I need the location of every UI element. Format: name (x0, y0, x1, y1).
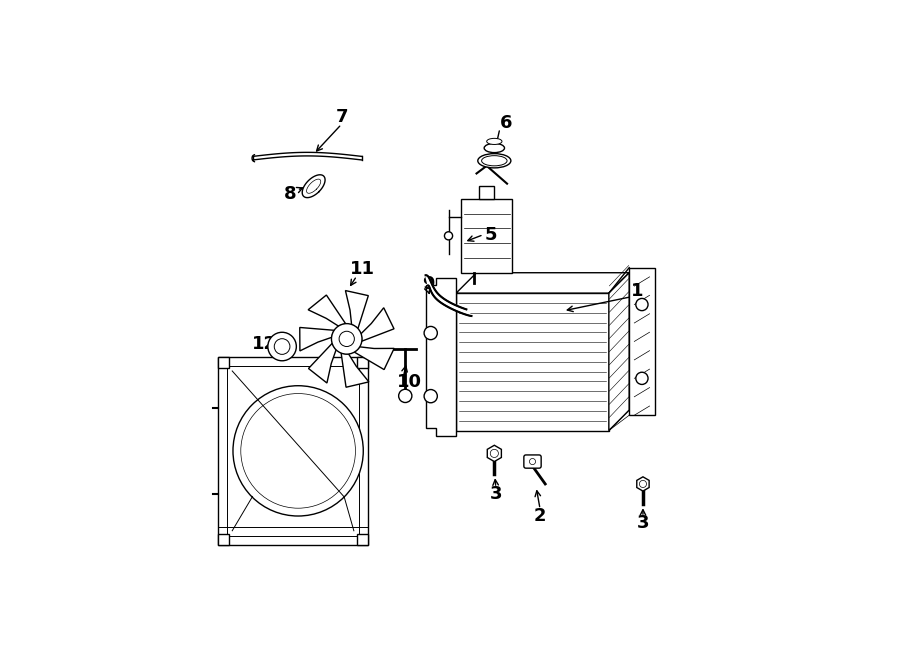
Bar (462, 199, 512, 273)
Bar (479, 186, 494, 199)
Circle shape (274, 338, 290, 354)
FancyBboxPatch shape (524, 455, 541, 468)
Text: 9: 9 (422, 276, 435, 293)
Polygon shape (426, 278, 456, 436)
Text: 7: 7 (336, 108, 348, 126)
Bar (218, 357, 368, 545)
Polygon shape (355, 347, 394, 369)
Polygon shape (361, 308, 394, 341)
Circle shape (445, 232, 453, 240)
Polygon shape (456, 273, 629, 293)
Circle shape (331, 324, 362, 354)
Circle shape (399, 389, 412, 403)
Circle shape (424, 327, 437, 340)
Circle shape (529, 459, 535, 465)
Text: 3: 3 (636, 514, 649, 532)
Circle shape (635, 372, 648, 385)
Bar (227, 366, 359, 536)
Circle shape (639, 481, 646, 488)
Polygon shape (346, 291, 368, 329)
Polygon shape (302, 175, 325, 198)
Polygon shape (308, 295, 346, 326)
Bar (357, 534, 368, 545)
Text: 1: 1 (631, 282, 644, 299)
Circle shape (635, 298, 648, 311)
Polygon shape (309, 344, 336, 383)
Text: 8: 8 (284, 185, 296, 203)
Bar (357, 357, 368, 368)
Text: 3: 3 (490, 485, 502, 503)
Text: 6: 6 (500, 114, 512, 132)
Text: 10: 10 (397, 373, 422, 391)
Polygon shape (426, 275, 472, 316)
Text: 2: 2 (534, 506, 546, 525)
Ellipse shape (484, 143, 505, 153)
Text: 12: 12 (252, 335, 277, 353)
Circle shape (233, 386, 364, 516)
Circle shape (491, 449, 499, 457)
Ellipse shape (478, 153, 511, 168)
Polygon shape (637, 477, 649, 491)
Circle shape (339, 331, 355, 346)
Circle shape (268, 332, 296, 361)
Bar (456, 293, 609, 430)
Ellipse shape (487, 138, 502, 145)
Polygon shape (300, 327, 334, 351)
Polygon shape (629, 268, 654, 415)
Polygon shape (341, 353, 369, 387)
Text: 4: 4 (310, 485, 322, 503)
Text: 5: 5 (484, 225, 497, 243)
Polygon shape (487, 446, 501, 461)
Bar (218, 357, 230, 368)
Bar (218, 534, 230, 545)
Circle shape (424, 389, 437, 403)
Text: 11: 11 (349, 260, 374, 278)
Polygon shape (609, 273, 629, 430)
Ellipse shape (482, 156, 507, 166)
